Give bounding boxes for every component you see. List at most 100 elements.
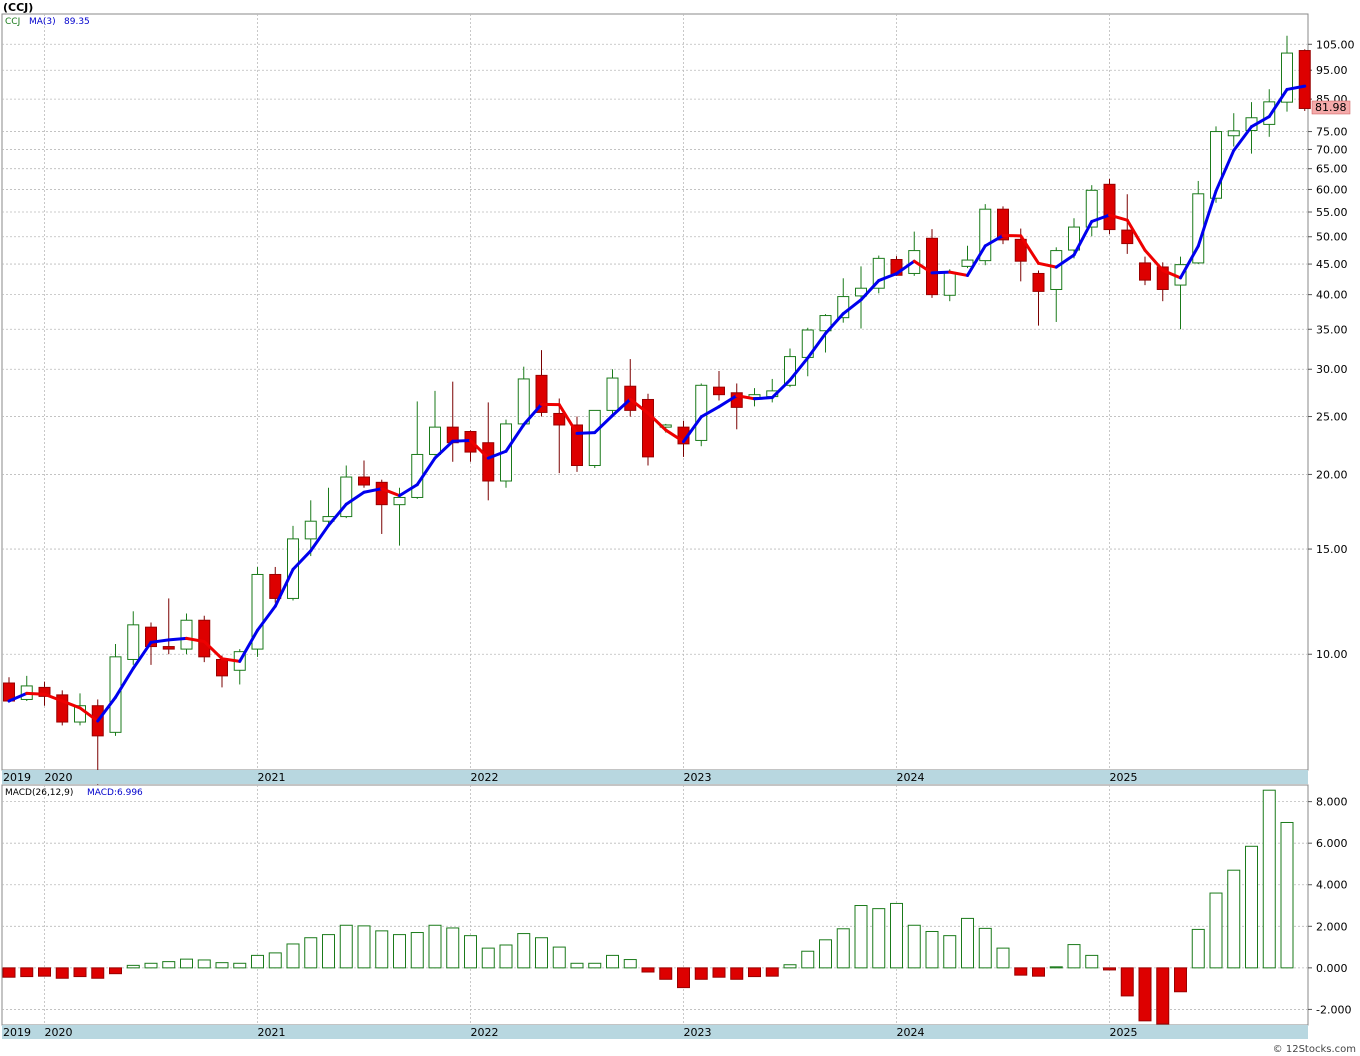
ma-segment <box>664 428 685 444</box>
candle-body-up <box>1085 189 1098 228</box>
ma-segment <box>557 403 579 435</box>
ma-segment <box>344 490 366 506</box>
candle <box>571 416 583 472</box>
candle-body-down <box>269 573 282 599</box>
candle-body-up <box>819 315 832 332</box>
ma-segment <box>841 298 863 316</box>
price-tick-label: 40.00 <box>1316 289 1348 302</box>
price-tick-label: 50.00 <box>1316 231 1348 244</box>
ma-segment <box>202 640 224 661</box>
macd-bar-negative <box>1032 967 1045 977</box>
macd-plot-area <box>1 784 1309 1026</box>
price-tick-label: 60.00 <box>1316 183 1348 196</box>
candle <box>1103 178 1116 235</box>
candle-body-up <box>251 573 264 650</box>
candle <box>979 204 992 266</box>
candle <box>393 487 406 546</box>
date-axis-label: 2021 <box>258 771 286 784</box>
ma-segment <box>114 666 135 699</box>
date-axis-label: 2025 <box>1110 771 1138 784</box>
date-axis-band <box>2 770 1308 784</box>
macd-bar-positive <box>1227 869 1241 969</box>
date-axis-label: 2019 <box>3 1026 31 1039</box>
last-price-label: 81.98 <box>1315 101 1347 114</box>
candle-body-down <box>553 412 566 426</box>
candle <box>642 393 654 466</box>
candle-body-down <box>890 258 903 276</box>
macd-bar-positive <box>357 925 371 969</box>
candle <box>713 370 725 401</box>
candle-body-up <box>127 624 140 660</box>
candle-body-up <box>393 496 406 506</box>
macd-bar-positive <box>925 930 939 969</box>
macd-bar-negative <box>641 967 655 973</box>
macd-bar-positive <box>304 937 318 969</box>
macd-bar-negative <box>730 967 744 980</box>
ma-segment <box>96 695 117 723</box>
ma-segment <box>948 270 969 277</box>
macd-bar-positive <box>144 962 158 969</box>
macd-bar-positive <box>836 928 850 969</box>
candle-body-up <box>943 272 956 296</box>
macd-tick-label: 0.000 <box>1316 962 1348 975</box>
candle <box>1085 185 1098 237</box>
macd-bar-positive <box>1262 789 1276 969</box>
price-tick-label: 20.00 <box>1316 468 1348 481</box>
price-legend-symbol: CCJ <box>5 17 20 27</box>
macd-bar-negative <box>20 967 34 978</box>
ma-segment <box>1108 213 1129 222</box>
ma-segment <box>273 567 295 608</box>
ma-segment <box>149 638 171 644</box>
candle <box>1139 256 1151 286</box>
candle-body-down <box>1156 266 1169 290</box>
macd-bar-negative <box>748 967 761 978</box>
candle-body-down <box>1103 183 1116 231</box>
date-axis-label: 2023 <box>684 1026 712 1039</box>
macd-bar-positive <box>623 959 637 969</box>
candle-body-up <box>695 384 708 441</box>
macd-bar-positive <box>890 902 903 969</box>
macd-bar-positive <box>606 954 619 969</box>
macd-bar-positive <box>1245 845 1258 969</box>
macd-tick-label: 8.000 <box>1316 796 1348 809</box>
candle <box>1298 49 1311 111</box>
candle-body-up <box>1068 226 1080 251</box>
price-legend-value: 89.35 <box>64 17 90 27</box>
ma-segment <box>1196 189 1218 248</box>
macd-bar-negative <box>659 967 673 980</box>
date-axis-macd: 2019 2020 2021 2022 2023 2024 2025 <box>2 1025 1308 1039</box>
macd-bar-negative <box>55 967 69 979</box>
macd-bar-positive <box>996 947 1010 969</box>
ma-segment <box>1214 148 1236 193</box>
ma-segment <box>1285 84 1307 91</box>
macd-bar-positive <box>499 944 513 969</box>
macd-bar-positive <box>286 943 300 969</box>
ma-segment <box>895 259 916 276</box>
price-tick-label: 25.00 <box>1316 411 1348 424</box>
ma-segment <box>735 394 756 401</box>
macd-tick-label: -2.000 <box>1316 1003 1351 1016</box>
ma-segment <box>238 628 259 663</box>
candle-body-down <box>1014 238 1027 262</box>
macd-bar-negative <box>712 967 726 978</box>
macd-bar-positive <box>1209 892 1223 969</box>
ma-segment <box>912 259 934 275</box>
ma-segment <box>859 279 881 302</box>
macd-y-axis: 8.000 6.000 4.000 2.000 0.000 -2.000 <box>1308 796 1351 1016</box>
date-axis-label: 2025 <box>1110 1026 1138 1039</box>
price-tick-label: 30.00 <box>1316 363 1348 376</box>
macd-legend-value: MACD:6.996 <box>87 788 143 798</box>
candle-body-up <box>340 476 353 518</box>
candle-body-up <box>1050 250 1063 290</box>
macd-bar-positive <box>517 933 531 969</box>
ma-segment <box>256 604 277 632</box>
macd-bar-positive <box>215 962 229 969</box>
chart-title: (CCJ) <box>3 1 34 14</box>
macd-bar-positive <box>907 924 921 969</box>
ma-segment <box>1143 248 1165 272</box>
ma-segment <box>1090 213 1111 223</box>
ma-segment <box>362 487 384 494</box>
macd-bar-positive <box>481 947 495 969</box>
ma-segment <box>1019 234 1040 265</box>
macd-bar-positive <box>535 937 548 969</box>
